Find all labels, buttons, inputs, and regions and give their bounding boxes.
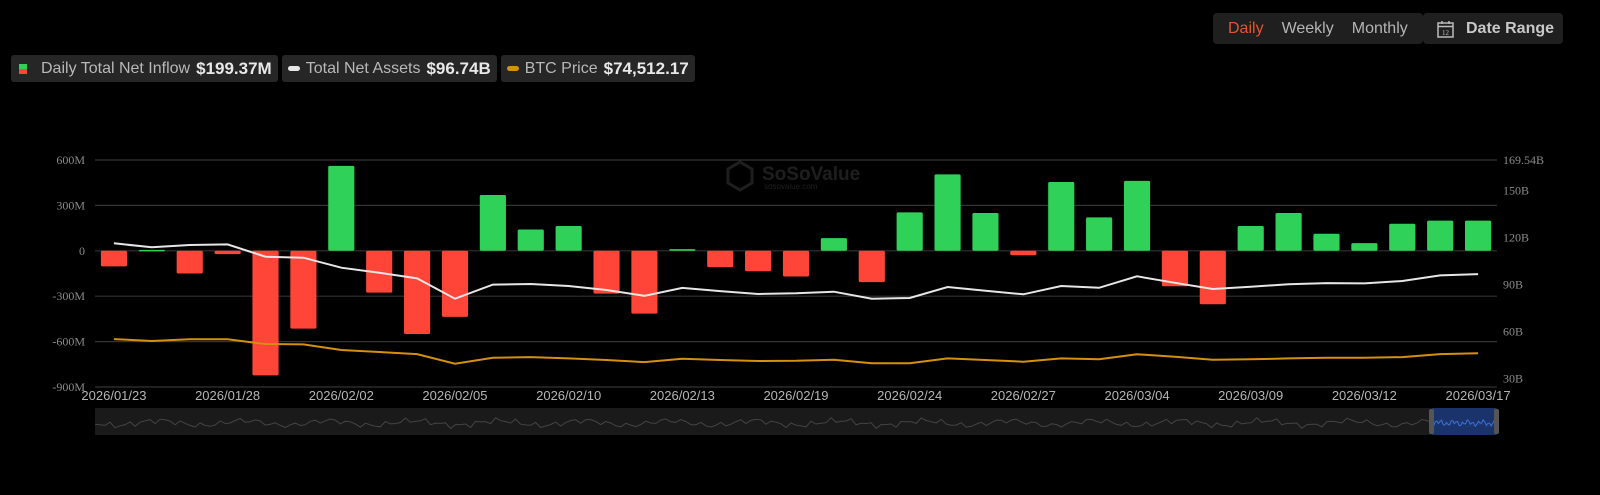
inflow-bar: [707, 250, 734, 268]
inflow-bar: [669, 249, 696, 251]
inflow-bar: [1123, 180, 1151, 251]
x-tick-label: 2026/02/19: [763, 388, 828, 403]
inflow-bar: [1048, 181, 1075, 251]
btc-price-line: [113, 338, 1479, 365]
date-range-button[interactable]: 12 Date Range: [1423, 13, 1563, 44]
inflow-bar: [782, 250, 810, 277]
slider-preview: [94, 417, 1498, 430]
chart-legend: Daily Total Net Inflow $199.37M Total Ne…: [11, 55, 695, 82]
x-tick-label: 2026/02/24: [877, 388, 942, 403]
inflow-bar: [176, 250, 203, 274]
inflow-bar: [555, 225, 582, 251]
inflow-bar: [1086, 217, 1113, 251]
y-right-tick-label: 120B: [1503, 231, 1529, 245]
y-right-tick-label: 60B: [1503, 325, 1523, 339]
x-tick-label: 2026/02/05: [422, 388, 487, 403]
period-monthly-button[interactable]: Monthly: [1351, 19, 1408, 37]
inflow-bar: [100, 250, 128, 267]
legend-item-btc-price[interactable]: BTC Price $74,512.17: [500, 55, 695, 82]
legend-value: $96.74B: [426, 58, 491, 78]
svg-text:SoSoValue: SoSoValue: [762, 164, 860, 185]
y-left-tick-label: -600M: [52, 335, 85, 349]
inflow-bar: [366, 250, 393, 293]
inflow-bar: [745, 250, 772, 272]
x-tick-label: 2026/02/02: [309, 388, 374, 403]
slider-selected-preview: [1431, 418, 1497, 428]
period-selector: Daily Weekly Monthly: [1213, 13, 1423, 44]
calendar-icon: 12: [1437, 20, 1454, 38]
line-swatch-icon: [287, 66, 300, 71]
x-tick-label: 2026/02/10: [536, 388, 601, 403]
inflow-bar: [138, 249, 165, 252]
inflow-bar: [252, 250, 279, 376]
x-tick-label: 2026/03/04: [1104, 388, 1169, 403]
bar-swatch-icon: [19, 63, 27, 74]
period-weekly-button[interactable]: Weekly: [1281, 19, 1334, 37]
inflow-bar: [1313, 233, 1340, 251]
inflow-bar: [517, 229, 544, 251]
inflow-bar: [404, 250, 431, 335]
inflow-bar: [1464, 220, 1492, 251]
legend-value: $199.37M: [196, 58, 272, 78]
x-tick-label: 2026/03/17: [1446, 388, 1511, 403]
net-assets-line: [113, 242, 1479, 300]
y-right-tick-label: 150B: [1503, 184, 1529, 198]
inflow-bar: [896, 212, 923, 251]
inflow-bar: [1010, 250, 1037, 256]
inflow-bar: [290, 250, 317, 329]
inflow-bar: [1427, 220, 1454, 251]
inflow-bar: [631, 250, 658, 314]
legend-item-net-inflow[interactable]: Daily Total Net Inflow $199.37M: [11, 55, 278, 82]
inflow-bar: [441, 250, 469, 317]
inflow-bar: [858, 250, 885, 283]
slider-selected-window: [1432, 408, 1496, 435]
slider-handle-left: [1429, 409, 1434, 434]
watermark-logo: SoSoValue sosovalue.com: [726, 160, 860, 192]
inflow-bar: [1237, 225, 1264, 251]
x-tick-label: 2026/01/23: [81, 388, 146, 403]
slider-track: [95, 408, 1497, 435]
inflow-bar: [820, 238, 847, 251]
y-left-tick-label: 300M: [56, 198, 85, 212]
y-left-tick-label: 0: [79, 244, 85, 258]
inflow-bar: [934, 174, 961, 251]
inflow-bar: [1199, 250, 1226, 305]
inflow-bar: [1161, 250, 1188, 287]
x-tick-label: 2026/02/13: [650, 388, 715, 403]
inflow-bar: [1389, 223, 1416, 251]
inflow-bar: [1351, 243, 1378, 251]
inflow-bar: [1275, 212, 1302, 251]
slider-handle-right: [1494, 409, 1499, 434]
line-swatch-icon: [506, 66, 519, 71]
legend-label: Total Net Assets: [305, 59, 421, 77]
y-left-tick-label: 600M: [56, 153, 85, 167]
data-zoom-slider[interactable]: [94, 408, 1499, 435]
y-left-tick-label: -300M: [52, 289, 85, 303]
y-left-tick-label: -900M: [52, 380, 85, 394]
inflow-bar: [328, 165, 355, 251]
legend-value: $74,512.17: [603, 58, 689, 78]
legend-item-net-assets[interactable]: Total Net Assets $96.74B: [281, 55, 497, 82]
legend-label: BTC Price: [524, 59, 598, 77]
legend-label: Daily Total Net Inflow: [41, 59, 191, 77]
y-right-tick-label: 30B: [1503, 372, 1523, 386]
inflow-bar: [972, 212, 999, 251]
date-range-label: Date Range: [1466, 19, 1555, 37]
y-right-tick-label: 90B: [1503, 278, 1523, 292]
inflow-bar: [593, 250, 620, 294]
svg-text:sosovalue.com: sosovalue.com: [764, 182, 818, 191]
x-tick-label: 2026/03/09: [1218, 388, 1283, 403]
x-tick-label: 2026/01/28: [195, 388, 260, 403]
x-tick-label: 2026/03/12: [1332, 388, 1397, 403]
inflow-bar: [214, 250, 241, 255]
inflow-bar: [479, 194, 506, 251]
svg-text:12: 12: [1442, 29, 1450, 37]
period-daily-button[interactable]: Daily: [1228, 19, 1264, 37]
x-tick-label: 2026/02/27: [991, 388, 1056, 403]
y-right-tick-label: 169.54B: [1503, 153, 1544, 167]
